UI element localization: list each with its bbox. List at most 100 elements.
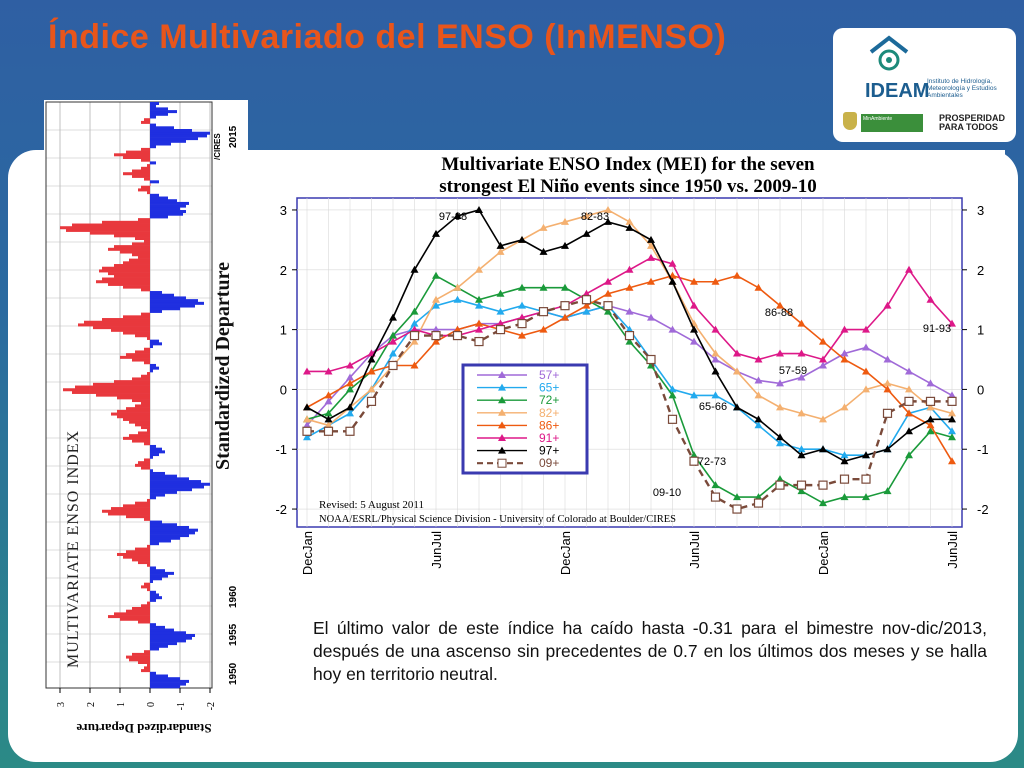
data-point — [948, 319, 956, 327]
data-point — [432, 229, 440, 237]
data-point — [754, 391, 763, 399]
mei-bar — [150, 477, 189, 481]
mei-bar — [147, 336, 150, 340]
data-point — [754, 283, 763, 291]
data-point — [926, 403, 935, 411]
mei-bar — [150, 577, 162, 581]
mei-bar — [117, 409, 150, 413]
mei-bar — [132, 439, 150, 443]
mei-bar — [102, 220, 150, 224]
mei-bar — [123, 555, 150, 559]
mei-bar — [150, 450, 165, 454]
mei-bar — [150, 115, 156, 119]
data-point — [560, 301, 570, 311]
axis-tick-label: 2 — [86, 702, 97, 707]
legend-label: 82+ — [539, 406, 559, 420]
mei-bar — [150, 469, 153, 473]
mei-bar — [141, 166, 150, 170]
slide-title: Índice Multivariado del ENSO (InMENSO) — [48, 18, 727, 56]
mei-bar — [147, 372, 150, 376]
y-tick-label: 1 — [280, 323, 287, 338]
mei-bar — [102, 277, 150, 281]
mei-bar — [141, 426, 150, 430]
mei-bar — [138, 561, 150, 565]
mei-bar — [96, 280, 150, 284]
legend-marker — [498, 371, 506, 378]
mei-bar — [150, 137, 198, 141]
data-point — [625, 223, 634, 231]
mei-bar — [132, 606, 150, 610]
data-point — [690, 391, 698, 399]
mei-bar — [144, 458, 150, 462]
data-point — [948, 409, 956, 417]
mei-bar — [150, 534, 189, 538]
data-point — [948, 415, 956, 423]
data-point — [518, 235, 526, 243]
data-point — [862, 343, 870, 351]
legend-label: 57+ — [539, 368, 559, 382]
mei-bar — [150, 531, 195, 535]
mei-bar — [150, 199, 177, 203]
data-point — [883, 301, 892, 309]
data-point — [690, 451, 698, 459]
y-tick-label-right: 3 — [977, 203, 984, 218]
data-point — [819, 337, 827, 345]
data-point — [539, 283, 548, 291]
mei-bar — [132, 242, 150, 246]
mei-bar — [126, 150, 150, 154]
legend-marker — [498, 383, 506, 391]
data-point — [475, 325, 483, 333]
data-point — [561, 283, 569, 291]
data-point — [883, 445, 892, 453]
mei-bar — [150, 201, 189, 205]
x-tick-label: JunJul — [687, 531, 702, 569]
data-point — [819, 499, 827, 507]
data-point — [625, 325, 634, 333]
data-point — [517, 319, 527, 329]
mei-bar — [138, 255, 150, 259]
mei-bar — [150, 480, 201, 484]
mei-bar — [123, 285, 150, 289]
mei-bar — [114, 612, 150, 616]
mei-bar — [150, 139, 186, 143]
mei-el-nino-chart: Multivariate ENSO Index (MEI) for the se… — [265, 150, 1005, 582]
mei-bar — [123, 417, 150, 421]
legend-marker — [498, 446, 506, 454]
colombia-shield-icon — [843, 112, 857, 130]
mei-bar — [150, 671, 156, 675]
data-point — [775, 480, 785, 490]
data-point — [862, 325, 870, 333]
event-annotation: 65-66 — [699, 401, 727, 413]
mei-bar — [111, 412, 150, 416]
data-point — [561, 217, 569, 225]
mei-bar — [132, 253, 150, 257]
mei-bar — [126, 353, 150, 357]
mei-bar — [114, 380, 150, 384]
data-point — [840, 451, 849, 459]
mei-bar — [150, 102, 159, 106]
mei-bar — [150, 210, 186, 214]
slogan: PROSPERIDAD PARA TODOS — [939, 113, 1006, 132]
data-point — [840, 325, 849, 333]
data-point — [518, 331, 526, 339]
mei-bar — [114, 264, 150, 268]
data-point — [345, 426, 355, 436]
x-tick-label: JunJul — [945, 531, 960, 569]
data-point — [518, 301, 526, 309]
data-point — [926, 415, 935, 423]
mei-bar — [66, 228, 150, 232]
data-point — [776, 475, 784, 483]
data-point — [733, 493, 741, 501]
data-point — [711, 481, 720, 489]
data-point — [474, 336, 484, 347]
data-point — [604, 289, 612, 297]
data-point — [840, 457, 849, 465]
data-point — [324, 397, 333, 405]
data-point — [452, 330, 463, 341]
mei-bar — [141, 147, 150, 151]
data-point — [711, 349, 720, 357]
data-point — [948, 457, 956, 465]
mei-bar — [150, 628, 174, 632]
mei-history-chart: 3 2 1 0 -1 -2 MULTIVARIATE ENSO INDEX Standardi… — [44, 100, 248, 740]
mei-bar — [150, 296, 186, 300]
